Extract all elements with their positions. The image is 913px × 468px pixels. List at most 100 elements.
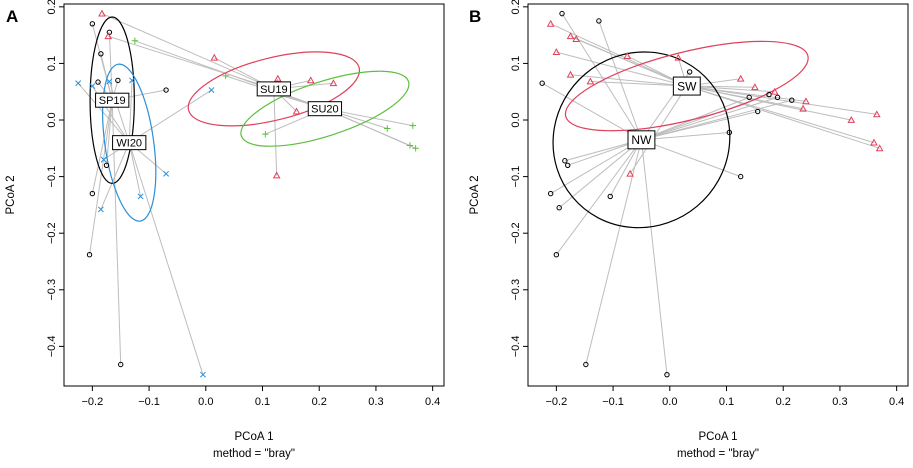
point-sp19 [103,162,110,168]
point-su19 [292,107,301,115]
ellipse-sp19 [89,16,135,184]
point-sw [770,87,779,95]
panel-b-ytick-label: −0.1 [510,166,522,188]
panel-b-xtick-label: 0.1 [719,396,734,408]
point-nw [553,252,560,258]
point-nw [565,162,571,168]
point-wi20 [89,83,96,90]
group-label-box-wi20 [112,135,147,151]
spider-line-wi20 [108,81,130,143]
panel-a-label: A [6,7,18,26]
panel-b-xlabel-sub: method = "bray" [677,448,759,460]
point-su20 [384,125,391,132]
group-label-sw: SW [677,79,697,93]
panel-b-xtick-label: 0.2 [776,396,791,408]
panel-a-xlabel-sub: method = "bray" [213,448,295,460]
panel-b-xtick-label: −0.2 [545,396,567,408]
point-sw [566,32,575,40]
point-su19 [306,76,315,84]
panel-b: B −0.2 −0.1 0.0 0.1 0.2 0.3 0.4 −0.4 −0.3 −0.2 −0.… [469,0,909,460]
point-wi20 [100,156,107,163]
group-label-box-su19 [256,81,291,97]
ellipse-nw [552,51,731,229]
spider-line-sw [686,85,877,115]
point-su20 [222,72,229,80]
spider-line-nw [541,82,642,141]
point-sw [552,48,561,56]
panel-b-ytick-label: −0.4 [510,336,522,358]
group-label-nw: NW [631,133,652,147]
ellipse-su19 [187,51,361,127]
group-label-box-su20 [307,101,343,117]
point-nw [755,108,761,115]
point-sw [546,19,555,27]
point-nw [547,190,554,197]
spider-line-wi20 [128,142,142,197]
point-sw [802,97,810,105]
panel-b-xtick-label: 0.3 [832,396,847,408]
point-sw [847,115,856,123]
point-wi20 [163,170,170,177]
point-wi20 [97,206,104,213]
point-nw [664,371,670,378]
spider-line-su19 [273,88,278,176]
point-sp19 [163,87,169,93]
point-nw [539,80,545,86]
panel-b-ytick-label: 0.1 [510,56,522,71]
panel-a-xtick-label: 0.4 [425,396,440,408]
point-su20 [262,130,269,138]
group-label-box-sp19 [95,92,130,108]
spider-line-nw [641,96,778,141]
spider-line-wi20 [128,142,204,375]
ellipse-sw [564,40,809,132]
spider-line-nw [558,139,642,209]
spider-line-sw [590,81,687,87]
point-sp19 [89,21,96,27]
spider-line-sw [629,85,688,175]
spider-line-nw [641,111,758,141]
point-sw [674,53,683,61]
point-nw [774,94,781,101]
panel-b-ytick-label: −0.2 [510,222,522,244]
ellipse-wi20 [102,63,157,222]
spider-line-wi20 [77,82,130,143]
spider-line-sw [576,38,688,87]
point-nw [562,158,568,164]
spider-line-sw [686,85,875,144]
point-sw [875,144,884,152]
panel-b-xtick-label: 0.0 [662,396,677,408]
point-su20 [131,37,139,44]
spider-line-sw [686,85,852,121]
spider-line-wi20 [100,142,130,210]
point-sw [626,169,634,177]
point-nw [686,69,693,75]
panel-b-ytick-label: 0.2 [510,0,522,14]
panel-a-ytick-label: 0.2 [46,0,58,14]
point-su19 [329,79,338,87]
spider-line-nw [598,20,642,140]
point-nw [737,173,744,180]
spider-line-nw [641,131,730,141]
group-label-box-nw [627,130,656,150]
spider-line-sw [550,23,688,87]
panel-a-ylabel: PCoA 2 [5,176,17,215]
point-wi20 [106,78,113,85]
spider-line-sp19 [106,100,113,166]
group-label-sp19: SP19 [99,95,126,107]
point-wi20 [208,87,215,93]
panel-a-xlabel: PCoA 1 [235,431,274,443]
point-wi20 [75,80,82,87]
spider-line-su20 [134,40,326,110]
panel-a-xtick-label: 0.2 [312,396,327,408]
point-wi20 [129,77,136,84]
panel-a-ytick-label: −0.2 [46,222,58,244]
point-sw [736,74,745,82]
point-nw [556,205,562,211]
panel-a-xtick-label: 0.1 [255,396,270,408]
point-nw [559,10,565,17]
point-nw [726,129,733,136]
group-label-box-sw [672,76,701,96]
spider-line-nw [585,139,642,365]
